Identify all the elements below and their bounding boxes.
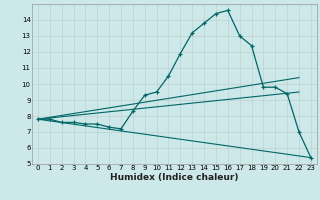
X-axis label: Humidex (Indice chaleur): Humidex (Indice chaleur): [110, 173, 239, 182]
